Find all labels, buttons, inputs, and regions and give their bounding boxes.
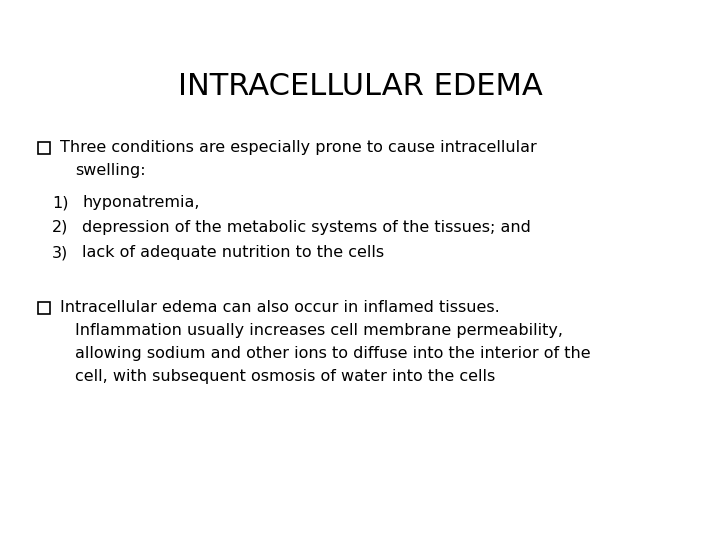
- Bar: [38, 302, 50, 314]
- Text: Intracellular edema can also occur in inflamed tissues.: Intracellular edema can also occur in in…: [60, 300, 500, 315]
- Text: depression of the metabolic systems of the tissues; and: depression of the metabolic systems of t…: [82, 220, 531, 235]
- Text: hyponatremia,: hyponatremia,: [82, 195, 199, 210]
- Text: Inflammation usually increases cell membrane permeability,: Inflammation usually increases cell memb…: [75, 323, 563, 338]
- Text: 3): 3): [52, 245, 68, 260]
- Text: INTRACELLULAR EDEMA: INTRACELLULAR EDEMA: [178, 72, 542, 101]
- Text: Three conditions are especially prone to cause intracellular: Three conditions are especially prone to…: [60, 140, 536, 155]
- Bar: [38, 142, 50, 154]
- Text: cell, with subsequent osmosis of water into the cells: cell, with subsequent osmosis of water i…: [75, 369, 495, 384]
- Text: 2): 2): [52, 220, 68, 235]
- Text: lack of adequate nutrition to the cells: lack of adequate nutrition to the cells: [82, 245, 384, 260]
- Text: swelling:: swelling:: [75, 163, 145, 178]
- Text: allowing sodium and other ions to diffuse into the interior of the: allowing sodium and other ions to diffus…: [75, 346, 590, 361]
- Text: 1): 1): [52, 195, 68, 210]
